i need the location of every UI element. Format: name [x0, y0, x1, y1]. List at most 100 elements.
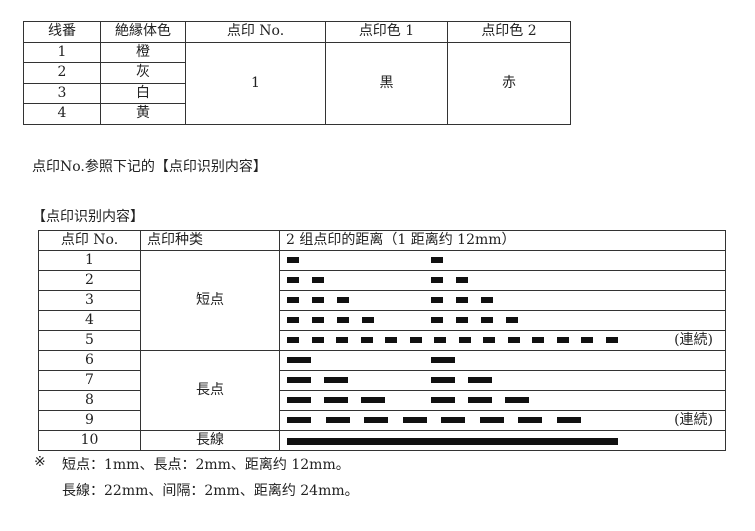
- table-row: 6 長点: [38, 350, 726, 431]
- dot-mark: [506, 317, 518, 323]
- dot-mark: [324, 397, 348, 403]
- dot-mark: [431, 397, 455, 403]
- header-dot-type: 点印种类: [140, 230, 280, 251]
- insulation-color: 橙: [100, 41, 186, 63]
- dot-mark: [312, 297, 324, 303]
- dot-mark: [409, 337, 422, 343]
- dot-mark: [364, 417, 388, 423]
- header-dot-color-1: 点印色 1: [325, 21, 448, 43]
- dot-mark: [431, 297, 443, 303]
- dot-mark: [312, 277, 324, 283]
- dot-mark: [483, 337, 495, 343]
- dot-mark: [287, 377, 311, 383]
- section-title: 【点印识别内容】: [32, 209, 144, 225]
- dot-mark: [337, 317, 349, 323]
- header-dot-no: 点印 No.: [185, 21, 326, 43]
- dot-no: 9: [38, 410, 141, 431]
- dot-mark: [287, 257, 299, 263]
- dot-type: 長線: [140, 430, 280, 451]
- dot-mark: [287, 438, 618, 445]
- dot-mark: [581, 337, 593, 343]
- dot-mark: [481, 297, 493, 303]
- dot-no: 1: [38, 250, 141, 271]
- footnote-line-1: 短点：1mm、長点：2mm、距离约 12mm。: [62, 457, 350, 473]
- dot-mark: [532, 337, 544, 343]
- table-row: 5 (連続): [38, 330, 726, 351]
- dot-no: 10: [38, 430, 141, 451]
- dot-mark: [360, 337, 373, 343]
- dot-no: 8: [38, 390, 141, 411]
- dot-mark: [362, 317, 374, 323]
- dot-mark: [468, 377, 492, 383]
- dot-pattern: [279, 290, 726, 311]
- dot-mark: [325, 417, 350, 423]
- dot-mark: [556, 417, 581, 423]
- dot-mark: [507, 337, 520, 343]
- dot-no: 5: [38, 330, 141, 351]
- dot-pattern: [279, 270, 726, 291]
- continuous-label: (連続): [674, 412, 713, 428]
- table-row: 10 長線: [38, 430, 726, 451]
- dot-mark: [287, 297, 299, 303]
- dot-mark: [287, 357, 311, 363]
- dot-no: 3: [38, 290, 141, 311]
- dot-mark: [287, 277, 299, 283]
- reference-note: 点印No.参照下记的【点印识别内容】: [32, 159, 267, 175]
- dot-mark: [336, 337, 348, 343]
- dot-color-2: 赤: [447, 41, 571, 125]
- insulation-color: 黄: [100, 103, 186, 125]
- dot-mark: [431, 377, 455, 383]
- dot-mark: [518, 417, 542, 423]
- dot-mark: [468, 397, 492, 403]
- dot-mark: [479, 417, 504, 423]
- dot-pattern: (連続): [279, 330, 726, 351]
- dot-mark: [505, 397, 529, 403]
- footnote-mark: ※: [34, 454, 46, 470]
- dot-mark: [456, 317, 468, 323]
- dot-mark: [287, 337, 299, 343]
- dot-mark: [361, 397, 385, 403]
- dot-mark: [287, 417, 311, 423]
- header-dot-no: 点印 No.: [38, 230, 141, 251]
- dot-mark: [431, 277, 443, 283]
- dot-pattern: (連続): [279, 410, 726, 431]
- dot-mark: [431, 357, 455, 363]
- header-dot-color-2: 点印色 2: [447, 21, 571, 43]
- dot-no: 4: [38, 310, 141, 331]
- header-insulation-color: 絶縁体色: [100, 21, 186, 43]
- wire-no: 2: [23, 62, 101, 84]
- footnote-line-2: 長線：22mm、间隔：2mm、距离约 24mm。: [62, 483, 359, 499]
- dot-mark: [312, 317, 324, 323]
- dot-type: 長点: [140, 350, 280, 431]
- dot-pattern: [279, 430, 726, 451]
- dot-mark: [481, 317, 493, 323]
- dot-pattern: [279, 350, 726, 371]
- table-row: 1 橙 1 黒 赤: [23, 41, 571, 125]
- dot-pattern: [279, 250, 726, 271]
- dot-mark: [385, 337, 397, 343]
- dot-mark: [456, 297, 468, 303]
- dot-pattern: [279, 370, 726, 391]
- wire-no: 1: [23, 41, 101, 63]
- continuous-label: (連続): [674, 332, 713, 348]
- insulation-color: 灰: [100, 62, 186, 84]
- dot-mark: [311, 337, 324, 343]
- dot-mark: [431, 257, 443, 263]
- dot-no: 6: [38, 350, 141, 371]
- wire-no: 4: [23, 103, 101, 125]
- dot-mark: [434, 337, 446, 343]
- dot-pattern: [279, 310, 726, 331]
- table-row: 3: [38, 290, 726, 311]
- dot-no: 7: [38, 370, 141, 391]
- dot-pattern-table: 点印 No. 点印种类 2 组点印的距离（1 距离约 12mm） 1 短点 2 3 4 5…: [38, 230, 726, 451]
- dot-mark: [605, 337, 618, 343]
- dot-mark: [456, 277, 468, 283]
- dot-type: 短点: [140, 250, 280, 351]
- dot-mark: [441, 417, 465, 423]
- table-row: 7: [38, 370, 726, 391]
- dot-mark: [287, 317, 299, 323]
- dot-no: 1: [185, 41, 326, 125]
- wire-no: 3: [23, 82, 101, 104]
